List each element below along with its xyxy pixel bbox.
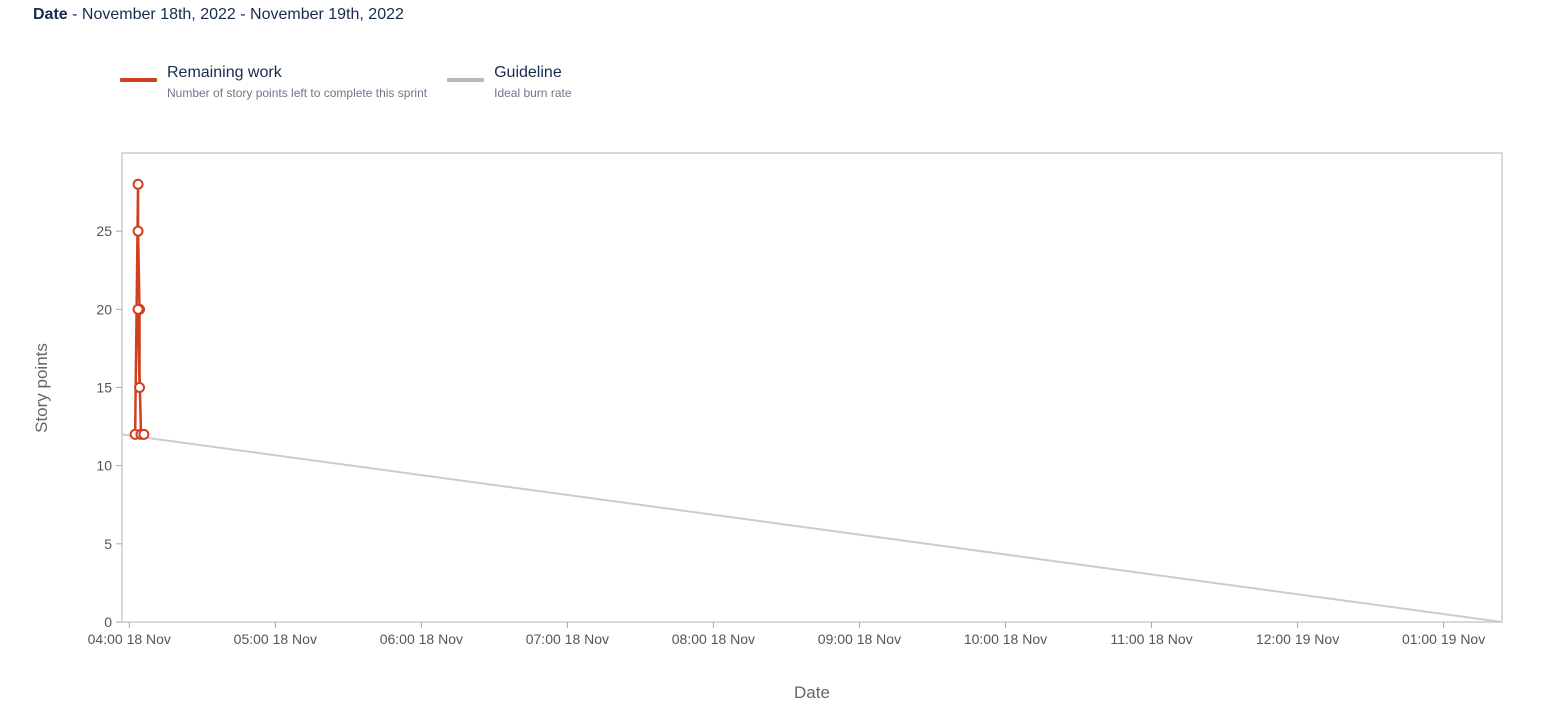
legend-swatch-remaining-work: [120, 78, 157, 82]
date-range-header: Date - November 18th, 2022 - November 19…: [33, 6, 404, 24]
x-tick-label: 06:00 18 Nov: [380, 631, 463, 647]
legend-label-guideline: Guideline: [494, 64, 562, 81]
x-tick-label: 12:00 19 Nov: [1256, 631, 1339, 647]
y-axis: 0 5 10 15 20 25: [96, 223, 122, 630]
x-axis-title: Date: [794, 683, 830, 702]
x-tick-label: 11:00 18 Nov: [1110, 631, 1192, 647]
remaining-work-point[interactable]: [138, 428, 150, 440]
legend-description-remaining-work: Number of story points left to complete …: [167, 86, 428, 100]
y-tick-label: 5: [104, 536, 112, 552]
x-tick-label: 01:00 19 Nov: [1402, 631, 1485, 647]
y-tick-label: 0: [104, 614, 112, 630]
legend-description-guideline: Ideal burn rate: [494, 86, 572, 100]
remaining-work-point[interactable]: [132, 225, 144, 237]
date-range-text: - November 18th, 2022 - November 19th, 2…: [72, 6, 404, 23]
series-layer: [121, 178, 1503, 623]
remaining-work-point[interactable]: [132, 178, 144, 190]
x-tick-label: 07:00 18 Nov: [526, 631, 609, 647]
guideline-series-line: [121, 433, 1503, 623]
y-tick-label: 10: [96, 458, 112, 474]
legend-item-guideline[interactable]: Guideline Ideal burn rate: [447, 62, 572, 100]
x-tick-label: 09:00 18 Nov: [818, 631, 901, 647]
legend-item-remaining-work[interactable]: Remaining work Number of story points le…: [120, 62, 427, 100]
y-tick-label: 15: [96, 380, 112, 396]
date-label: Date: [33, 6, 68, 23]
y-tick-label: 20: [96, 301, 112, 317]
x-tick-label: 05:00 18 Nov: [234, 631, 317, 647]
y-axis-title: Story points: [32, 343, 51, 433]
remaining-work-point[interactable]: [134, 382, 146, 393]
chart-legend: Remaining work Number of story points le…: [120, 62, 592, 100]
legend-label-remaining-work: Remaining work: [167, 64, 282, 81]
x-tick-label: 10:00 18 Nov: [964, 631, 1047, 647]
remaining-work-series-line: [133, 183, 144, 436]
remaining-work-point[interactable]: [132, 303, 144, 315]
legend-swatch-guideline: [447, 78, 485, 82]
x-axis: 04:00 18 Nov 05:00 18 Nov 06:00 18 Nov 07:0…: [88, 622, 1485, 647]
y-tick-label: 25: [96, 223, 112, 239]
x-tick-label: 08:00 18 Nov: [672, 631, 755, 647]
plot-area: [121, 152, 1503, 623]
x-tick-label: 04:00 18 Nov: [88, 631, 171, 647]
